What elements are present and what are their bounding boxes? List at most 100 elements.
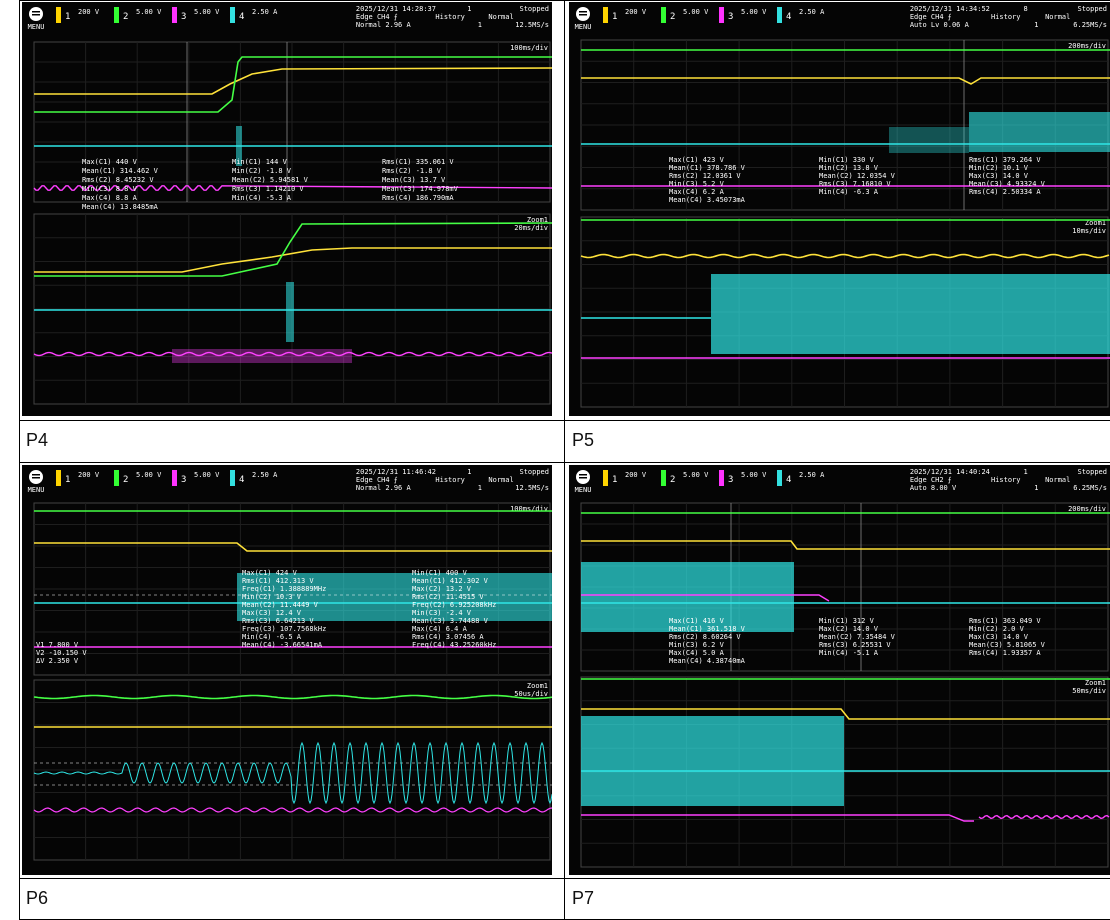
- zoom-label: Zoom1: [527, 682, 548, 690]
- ch2-zoom-trace: [34, 222, 552, 277]
- measurement-value: Mean(C2) 5.94581 V: [232, 176, 309, 184]
- ch4-burst: [237, 573, 552, 621]
- acq-timestamp: 2025/12/31 14:28:37: [356, 5, 436, 13]
- menu-icon-bar: [579, 477, 587, 479]
- channel-4-scale: 2.50 A: [799, 8, 825, 16]
- channel-3-color-swatch: [172, 470, 177, 486]
- measurement-value: Max(C1) 424 V: [242, 569, 298, 577]
- scope-svg: MENU 1 200 V 2 5.00 V 3 5.00 V 4 2.50 A 2025/12/3…: [22, 465, 552, 875]
- sample-rate: 6.25MS/s: [1073, 484, 1107, 492]
- trigger-level: Normal 2.96 A: [356, 484, 412, 492]
- measurement-value: Rms(C2) 11.4515 V: [412, 593, 484, 601]
- ch3-zoom-trace: [33, 807, 552, 813]
- run-status: Stopped: [1077, 5, 1107, 13]
- measurement-value: Mean(C2) 7.35484 V: [819, 633, 896, 641]
- measurement-value: Min(C4) -5.3 A: [232, 194, 292, 202]
- measurement-table: Max(C1) 424 V Min(C1) 400 V Rms(C1) 412.31…: [242, 569, 496, 649]
- menu-icon-bar: [579, 474, 587, 476]
- measurement-value: Max(C4) 6.2 A: [669, 188, 725, 196]
- channel-2-number: 2: [123, 475, 128, 485]
- rate-count: 1: [1034, 484, 1038, 492]
- trigger-source: Edge CH2 ⨍: [910, 476, 952, 484]
- ch4-zoom-transient: [286, 282, 294, 342]
- scope-header: MENU 1 200 V 2 5.00 V 3 5.00 V 4 2.50 A 2025/12/3…: [28, 468, 549, 494]
- table-border-left: [19, 0, 20, 920]
- menu-icon-bar: [32, 477, 40, 479]
- channel-4-scale: 2.50 A: [252, 471, 278, 479]
- ch3-zoom-trace: [978, 814, 1110, 820]
- run-status: Stopped: [519, 5, 549, 13]
- scope-svg: MENU 1 200 V 2 5.00 V 3 5.00 V 4 2.50 A 2025/12/3…: [569, 2, 1110, 416]
- zoom-timebase: 10ms/div: [1072, 227, 1106, 235]
- measurement-value: Max(C3) 14.0 V: [969, 172, 1029, 180]
- rate-count: 1: [1034, 21, 1038, 29]
- trigger-level: Normal 2.96 A: [356, 21, 412, 29]
- channel-3-number: 3: [181, 475, 186, 485]
- ch1-trace: [34, 542, 552, 552]
- measurement-value: Freq(C2) 6.925208kHz: [412, 601, 496, 609]
- zoom-timebase: 50us/div: [514, 690, 548, 698]
- measurement-value: Min(C1) 144 V: [232, 158, 288, 166]
- acq-timestamp: 2025/12/31 14:34:52: [910, 5, 990, 13]
- channel-3-scale: 5.00 V: [194, 8, 220, 16]
- history-label: History: [435, 13, 465, 21]
- ch1-zoom-trace: [581, 708, 1110, 720]
- channel-2-scale: 5.00 V: [136, 8, 162, 16]
- measurement-value: Rms(C2) 8.45232 V: [82, 176, 154, 184]
- scope-header: MENU 1 200 V 2 5.00 V 3 5.00 V 4 2.50 A 2025/12/3…: [575, 468, 1107, 494]
- measurement-value: Rms(C1) 335.061 V: [382, 158, 454, 166]
- channel-3-number: 3: [181, 12, 186, 22]
- measurement-value: Freq(C3) 107.7568kHz: [242, 625, 326, 633]
- oscilloscope-screenshot-p4: MENU 1 200 V 2 5.00 V 3 5.00 V 4 2.50 A 2025/12/3…: [22, 2, 552, 416]
- acq-timestamp: 2025/12/31 11:46:42: [356, 468, 436, 476]
- measurement-value: Max(C4) 6.4 A: [412, 625, 468, 633]
- channel-1-scale: 200 V: [625, 471, 647, 479]
- history-label: History: [435, 476, 465, 484]
- zoom-timebase: 50ms/div: [1072, 687, 1106, 695]
- measurement-table: Max(C1) 440 V Min(C1) 144 V Rms(C1) 335.06…: [82, 158, 459, 211]
- measurement-value: Min(C3) 6.2 V: [669, 641, 725, 649]
- acq-count: 1: [467, 468, 471, 476]
- zoom-timebase: 20ms/div: [514, 224, 548, 232]
- measurement-value: Mean(C2) 11.4449 V: [242, 601, 319, 609]
- measurement-value: Min(C2) -1.8 V: [232, 167, 292, 175]
- ch3-zoom-trace: [581, 814, 974, 822]
- menu-label: MENU: [28, 23, 45, 31]
- acq-count: 1: [1023, 468, 1027, 476]
- channel-2-scale: 5.00 V: [683, 8, 709, 16]
- measurement-value: Mean(C4) -3.66541mA: [242, 641, 323, 649]
- channel-1-number: 1: [612, 475, 617, 485]
- measurement-value: Max(C3) 14.0 V: [969, 633, 1029, 641]
- ch2-trace: [34, 56, 552, 113]
- measurement-value: Min(C4) -5.1 A: [819, 649, 879, 657]
- channel-2-number: 2: [123, 12, 128, 22]
- measurement-value: Min(C1) 312 V: [819, 617, 875, 625]
- channel-1-color-swatch: [56, 7, 61, 23]
- scope-header: MENU 1 200 V 2 5.00 V 3 5.00 V 4 2.50 A 2025/12/3…: [575, 5, 1107, 31]
- caption-p6: P6: [26, 888, 49, 908]
- measurement-value: Max(C4) 5.0 A: [669, 649, 725, 657]
- measurement-value: Rms(C4) 186.790mA: [382, 194, 454, 202]
- trigger-mode: Normal: [1045, 13, 1070, 21]
- sample-rate: 12.5MS/s: [515, 21, 549, 29]
- channel-4-color-swatch: [777, 470, 782, 486]
- channel-1-color-swatch: [603, 470, 608, 486]
- zoom-graticule: [33, 679, 551, 861]
- trigger-mode: Normal: [488, 476, 513, 484]
- ch1-zoom-trace: [580, 253, 1110, 259]
- sample-rate: 6.25MS/s: [1073, 21, 1107, 29]
- measurement-table: Max(C1) 423 V Min(C1) 330 V Rms(C1) 379.26…: [669, 156, 1046, 204]
- scope-background: [569, 465, 1110, 875]
- oscilloscope-screenshot-p7: MENU 1 200 V 2 5.00 V 3 5.00 V 4 2.50 A 2025/12/3…: [569, 465, 1110, 875]
- channel-2-scale: 5.00 V: [683, 471, 709, 479]
- trigger-source: Edge CH4 ⨍: [356, 13, 398, 21]
- scope-svg: MENU 1 200 V 2 5.00 V 3 5.00 V 4 2.50 A 2025/12/3…: [569, 465, 1110, 875]
- measurement-value: Rms(C2) 8.60264 V: [669, 633, 741, 641]
- channel-2-scale: 5.00 V: [136, 471, 162, 479]
- measurement-value: Min(C4) -6.3 A: [819, 188, 879, 196]
- zoom-label: Zoom1: [1085, 679, 1106, 687]
- trigger-level: Auto Lv 0.06 A: [910, 21, 970, 29]
- ch2-zoom-trace: [33, 694, 552, 700]
- caption-p7: P7: [572, 888, 595, 908]
- cursor-readout: V2 -10.150 V: [36, 649, 87, 657]
